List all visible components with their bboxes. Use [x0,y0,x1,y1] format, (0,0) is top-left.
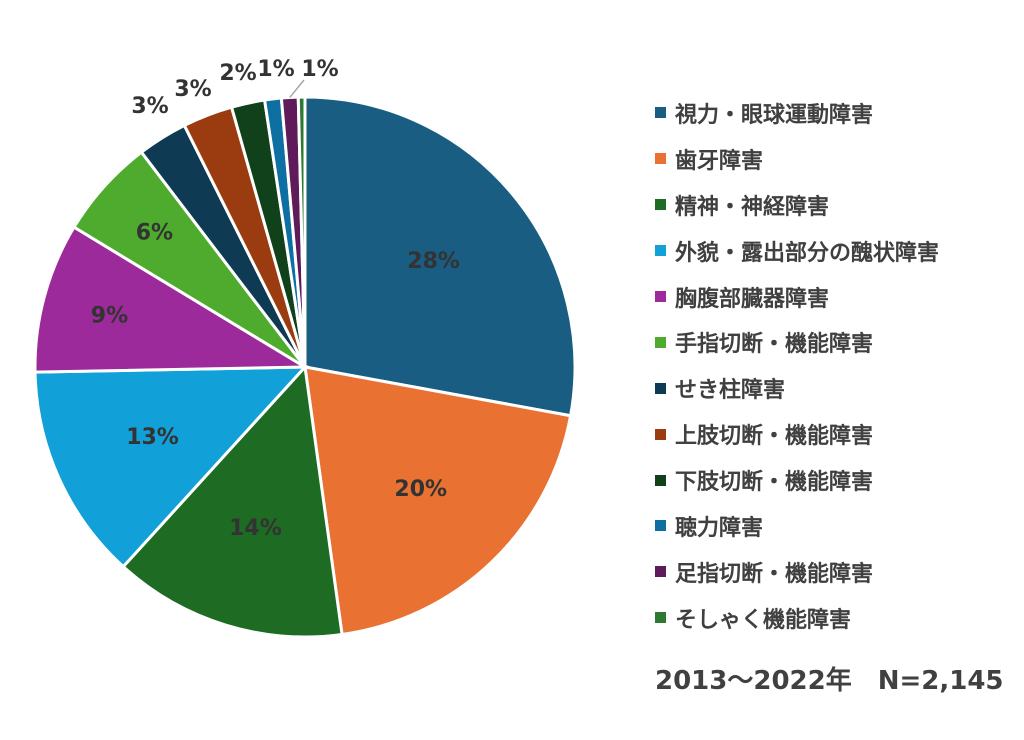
slice-label: 14% [229,516,282,541]
legend-label: 足指切断・機能障害 [675,561,874,587]
legend-item: 精神・神経障害 [655,182,1015,228]
legend-item: せき柱障害 [655,365,1015,411]
slice-label: 20% [394,477,447,502]
slice-label: 2% [219,61,256,86]
legend-swatch [655,245,666,257]
pie-chart: 28%20%14%13%9%6%3%3%2% 1% 1% [33,57,577,639]
pie-slices [33,95,577,639]
legend-label: そしゃく機能障害 [675,607,852,633]
slice-label: 13% [126,425,179,450]
legend-item: 手指切断・機能障害 [655,319,1015,365]
legend-item: 足指切断・機能障害 [655,549,1015,595]
legend-label: 上肢切断・機能障害 [675,424,874,450]
legend-item: 歯牙障害 [655,136,1015,182]
legend: 視力・眼球運動障害 歯牙障害精神・神経障害外貌・露出部分の醜状障害 胸腹部臓器障害手… [655,90,1015,641]
legend-swatch [655,612,666,624]
slice-label: 3% [131,94,168,119]
slice-label: 3% [174,77,211,102]
legend-swatch [655,382,666,394]
legend-swatch [655,566,666,578]
pie-slice [33,225,311,374]
legend-label: 胸腹部臓器障害 [675,286,830,312]
legend-label: 聴力障害 [675,515,764,541]
legend-label: 歯牙障害 [675,148,764,174]
legend-swatch [655,520,666,532]
slice-label: 1% [257,57,294,82]
legend-label: 精神・神経障害 [675,194,830,220]
legend-item: 胸腹部臓器障害 [655,274,1015,320]
pie-slice [121,363,344,639]
slice-label: 1% [301,57,338,82]
legend-label: 手指切断・機能障害 [675,332,874,358]
legend-swatch [655,474,666,486]
slice-label: 28% [407,249,460,274]
legend-label: 下肢切断・機能障害 [675,470,874,496]
legend-item: 聴力障害 [655,503,1015,549]
pie-slice [296,95,307,368]
legend-item: 外貌・露出部分の醜状障害 [655,228,1015,274]
legend-label: 視力・眼球運動障害 [675,102,874,128]
legend-swatch [655,199,666,211]
legend-swatch [655,153,666,165]
leader-line [289,79,305,98]
legend-swatch [655,107,666,119]
leader-lines [289,79,305,98]
legend-item: 下肢切断・機能障害 [655,457,1015,503]
slice-label: 9% [91,303,128,328]
legend-swatch [655,336,666,348]
pie-slice [303,365,573,637]
slice-label: 6% [136,221,173,246]
legend-label: せき柱障害 [675,378,786,404]
legend-label: 外貌・露出部分の醜状障害 [675,240,940,266]
legend-item: そしゃく機能障害 [655,595,1015,641]
pie-slice [303,95,577,418]
pie-slice [33,365,309,569]
legend-item: 上肢切断・機能障害 [655,411,1015,457]
legend-swatch [655,291,666,302]
slice-labels: 28%20%14%13%9%6%3%3%2% 1% 1% [91,57,460,541]
footnote: 2013～2022年 N=2,145 [655,666,1004,696]
legend-swatch [655,428,666,440]
legend-item: 視力・眼球運動障害 [655,90,1015,136]
